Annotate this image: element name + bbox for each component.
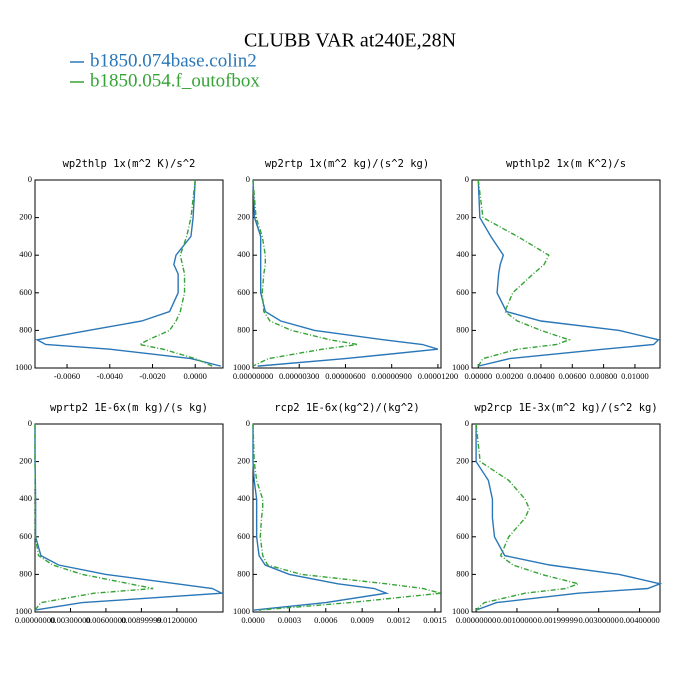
y-tick-label: 400 — [19, 493, 32, 503]
y-tick-label: 600 — [19, 287, 32, 297]
plot-frame — [471, 179, 661, 369]
y-tick-label: 400 — [237, 493, 250, 503]
legend-label: b1850.054.f_outofbox — [90, 70, 260, 91]
panel-title: wprtp2 1E-6x(m kg)/(s kg) — [50, 402, 208, 414]
y-tick-label: 1000 — [452, 362, 469, 372]
x-tick-label: -0.0040 — [97, 371, 123, 381]
y-tick-label: 0 — [246, 418, 250, 428]
plot-frame — [471, 423, 661, 613]
y-tick-label: 800 — [456, 324, 469, 334]
plot-frame — [252, 423, 442, 613]
x-tick-label: 0.00000300 — [279, 371, 319, 381]
x-tick-label: 0.0012 — [387, 615, 410, 625]
x-tick-label: 0.00000000 — [456, 615, 496, 625]
y-tick-label: 600 — [237, 287, 250, 297]
profile-line — [475, 423, 581, 611]
x-tick-label: 0.00300000 — [579, 615, 619, 625]
x-tick-label: 0.00000 — [464, 371, 492, 381]
panel-title: wp2thlp 1x(m^2 K)/s^2 — [63, 158, 196, 170]
x-tick-label: 0.0015 — [423, 615, 446, 625]
panel-title: wp2rtp 1x(m^2 kg)/(s^2 kg) — [265, 158, 429, 170]
y-tick-label: 800 — [456, 568, 469, 578]
y-tick-label: 0 — [465, 418, 469, 428]
y-tick-label: 0 — [465, 174, 469, 184]
y-tick-label: 800 — [19, 324, 32, 334]
y-tick-label: 1000 — [452, 606, 469, 616]
x-tick-label: 0.00400 — [527, 371, 555, 381]
x-tick-label: 0.00600 — [558, 371, 586, 381]
y-tick-label: 600 — [456, 287, 469, 297]
panel-title: wp2rcp 1E-3x(m^2 kg)/(s^2 kg) — [474, 402, 657, 414]
x-tick-label: 0.00600000 — [86, 615, 126, 625]
x-tick-label: 0.00199999 — [538, 615, 578, 625]
panel-title: rcp2 1E-6x(kg^2)/(kg^2) — [274, 402, 419, 414]
panel-title: wpthlp2 1x(m K^2)/s — [506, 158, 626, 170]
profile-line — [475, 424, 663, 611]
x-tick-label: 0.0000 — [241, 615, 264, 625]
x-tick-label: 0.00100000 — [497, 615, 537, 625]
x-tick-label: -0.0020 — [139, 371, 165, 381]
plot-frame — [34, 179, 224, 369]
y-tick-label: 600 — [456, 531, 469, 541]
y-tick-label: 800 — [237, 568, 250, 578]
profile-line — [477, 179, 572, 367]
x-tick-label: 0.00000600 — [325, 371, 365, 381]
x-tick-label: 0.00200 — [496, 371, 524, 381]
profile-line — [252, 423, 442, 611]
legend-label: b1850.074base.colin2 — [90, 50, 257, 71]
y-tick-label: 0 — [246, 174, 250, 184]
y-tick-label: 200 — [19, 456, 32, 466]
x-tick-label: 0.00400000 — [619, 615, 659, 625]
profile-line — [137, 179, 213, 367]
y-tick-label: 0 — [28, 418, 32, 428]
plot-frame — [252, 179, 442, 369]
x-tick-label: 0.00899999 — [121, 615, 161, 625]
x-tick-label: 0.0000 — [184, 371, 207, 381]
profile-line — [34, 424, 154, 611]
figure-title: CLUBB VAR at240E,28N — [244, 30, 456, 52]
profile-line — [34, 424, 225, 611]
y-tick-label: 1000 — [233, 606, 250, 616]
y-tick-label: 200 — [19, 212, 32, 222]
x-tick-label: 0.00000900 — [372, 371, 412, 381]
y-tick-label: 800 — [19, 568, 32, 578]
x-tick-label: -0.0060 — [54, 371, 80, 381]
y-tick-label: 400 — [237, 249, 250, 259]
profile-line — [252, 179, 358, 367]
y-tick-label: 200 — [237, 212, 250, 222]
y-tick-label: 1000 — [15, 606, 32, 616]
x-tick-label: 0.00800 — [590, 371, 618, 381]
profile-line — [35, 179, 222, 367]
y-tick-label: 800 — [237, 324, 250, 334]
y-tick-label: 200 — [456, 212, 469, 222]
y-tick-label: 600 — [19, 531, 32, 541]
x-tick-label: 0.0006 — [314, 615, 337, 625]
y-tick-label: 400 — [456, 493, 469, 503]
x-tick-label: 0.00000000 — [233, 371, 273, 381]
y-tick-label: 0 — [28, 174, 32, 184]
y-tick-label: 1000 — [233, 362, 250, 372]
x-tick-label: 0.01200000 — [157, 615, 197, 625]
y-tick-label: 200 — [237, 456, 250, 466]
y-tick-label: 600 — [237, 531, 250, 541]
profile-line — [477, 179, 660, 367]
x-tick-label: 0.01000 — [621, 371, 649, 381]
x-tick-label: 0.0003 — [278, 615, 301, 625]
y-tick-label: 400 — [19, 249, 32, 259]
y-tick-label: 1000 — [15, 362, 32, 372]
x-tick-label: 0.00300000 — [50, 615, 90, 625]
x-tick-label: 0.00001200 — [418, 371, 458, 381]
profile-line — [252, 424, 390, 611]
y-tick-label: 200 — [456, 456, 469, 466]
x-tick-label: 0.0009 — [350, 615, 373, 625]
y-tick-label: 400 — [456, 249, 469, 259]
profile-line — [252, 179, 439, 367]
x-tick-label: 0.00000000 — [15, 615, 55, 625]
